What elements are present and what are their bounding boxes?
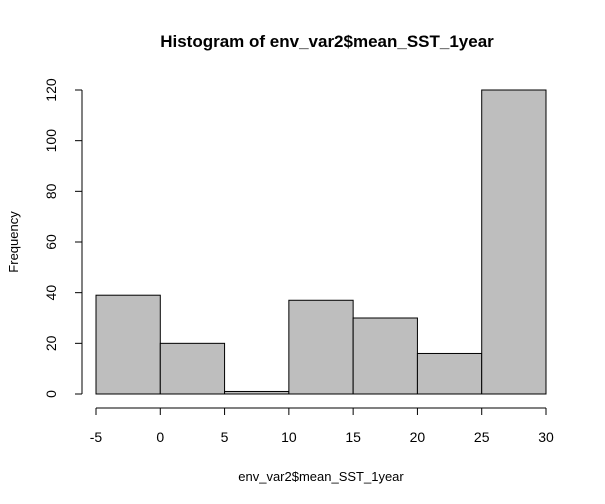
histogram-bar-3 — [288, 299, 354, 395]
x-tick-label: 10 — [281, 429, 297, 445]
histogram-bar-6 — [481, 89, 547, 395]
y-tick-label: 20 — [43, 335, 59, 351]
x-tick-label: 20 — [410, 429, 426, 445]
histogram-bar-0 — [95, 294, 161, 395]
x-tick-label: 0 — [156, 429, 164, 445]
y-tick-label: 60 — [43, 234, 59, 250]
x-axis-label: env_var2$mean_SST_1year — [238, 469, 404, 484]
bars-group — [95, 89, 547, 395]
x-tick-label: -5 — [90, 429, 103, 445]
x-tick-label: 15 — [345, 429, 361, 445]
histogram-bar-4 — [352, 317, 418, 395]
x-tick-label: 30 — [538, 429, 554, 445]
y-tick-label: 100 — [43, 129, 59, 153]
y-tick-label: 120 — [43, 78, 59, 102]
x-tick-label: 25 — [474, 429, 490, 445]
chart-title: Histogram of env_var2$mean_SST_1year — [160, 32, 494, 51]
x-tick-label: 5 — [221, 429, 229, 445]
y-tick-label: 40 — [43, 285, 59, 301]
histogram-bar-1 — [159, 342, 226, 395]
y-axis: 0 20 40 60 80 100 120 — [43, 78, 83, 398]
y-tick-label: 80 — [43, 183, 59, 199]
x-axis: -5 0 5 10 15 20 25 30 — [90, 407, 554, 445]
histogram-bar-2 — [224, 390, 290, 395]
y-tick-label: 0 — [43, 390, 59, 398]
y-axis-label: Frequency — [6, 211, 21, 273]
histogram-bar-5 — [416, 352, 483, 395]
